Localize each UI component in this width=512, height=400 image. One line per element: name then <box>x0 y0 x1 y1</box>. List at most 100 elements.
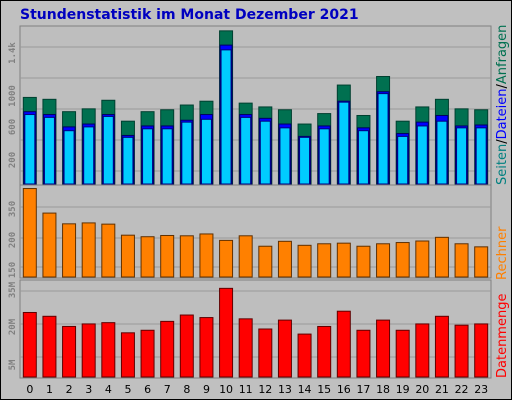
bar-rechner <box>474 246 489 278</box>
bar-rechner <box>120 234 135 278</box>
x-tick-label: 11 <box>239 383 253 396</box>
bar-dateien <box>357 130 369 185</box>
bar-datenmenge <box>238 318 253 378</box>
bar-rechner <box>297 244 312 278</box>
bar-datenmenge <box>42 315 57 378</box>
bar-dateien <box>299 136 311 185</box>
bar-dateien <box>161 128 173 185</box>
x-tick-label: 16 <box>337 383 351 396</box>
x-tick-label: 7 <box>164 383 171 396</box>
bar-dateien <box>220 49 232 185</box>
bar-dateien <box>416 125 428 185</box>
bar-dateien <box>240 116 252 185</box>
bottom-y-tick-label: 5M <box>8 359 18 370</box>
bar-datenmenge <box>356 329 371 378</box>
bar-datenmenge <box>22 311 37 378</box>
bar-rechner <box>140 236 155 278</box>
bar-rechner <box>62 223 77 278</box>
bar-dateien <box>122 136 134 185</box>
x-tick-label: 21 <box>435 383 449 396</box>
x-tick-label: 6 <box>144 383 151 396</box>
legend-anfragen: Anfragen <box>495 25 510 85</box>
bar-datenmenge <box>297 333 312 378</box>
bar-datenmenge <box>101 322 116 378</box>
bar-rechner <box>101 223 116 278</box>
x-tick-label: 23 <box>474 383 488 396</box>
bar-datenmenge <box>160 320 175 378</box>
bar-dateien <box>24 114 36 185</box>
bar-rechner <box>336 242 351 278</box>
bar-datenmenge <box>179 314 194 378</box>
legend-dateien: Dateien <box>495 88 510 139</box>
bar-datenmenge <box>81 323 96 378</box>
top-y-tick-label: 200 <box>8 152 18 168</box>
bar-dateien <box>377 93 389 185</box>
x-tick-label: 4 <box>105 383 112 396</box>
x-tick-label: 22 <box>455 383 469 396</box>
x-tick-label: 13 <box>278 383 292 396</box>
bar-dateien <box>259 120 271 185</box>
bar-dateien <box>102 115 114 185</box>
bottom-y-tick-label: 20M <box>8 318 18 335</box>
bar-datenmenge <box>62 325 77 378</box>
bar-dateien <box>279 127 291 185</box>
legend-top: Seiten/Dateien/Anfragen <box>495 25 510 185</box>
bar-rechner <box>199 233 214 278</box>
x-tick-label: 14 <box>298 383 312 396</box>
bar-rechner <box>238 235 253 278</box>
bar-rechner <box>454 243 469 278</box>
bar-rechner <box>81 222 96 278</box>
bar-rechner <box>42 212 57 278</box>
top-y-tick-label: 1.4k <box>8 42 18 64</box>
bar-rechner <box>395 242 410 278</box>
chart-title: Stundenstatistik im Monat Dezember 2021 <box>20 7 359 23</box>
legend-rechner: Rechner <box>495 226 510 280</box>
bar-datenmenge <box>336 310 351 378</box>
bar-dateien <box>142 128 154 185</box>
bar-rechner <box>258 245 273 278</box>
x-tick-label: 5 <box>124 383 131 396</box>
bar-rechner <box>415 240 430 278</box>
bar-dateien <box>436 120 448 185</box>
bar-datenmenge <box>258 328 273 378</box>
bar-dateien <box>63 130 75 185</box>
x-tick-label: 8 <box>183 383 190 396</box>
bar-dateien <box>456 127 468 185</box>
bar-dateien <box>43 116 55 185</box>
bar-rechner <box>277 240 292 278</box>
bottom-plot-area <box>19 279 492 379</box>
middle-plot-area <box>19 184 492 279</box>
bar-datenmenge <box>376 319 391 378</box>
middle-y-tick-label: 150 <box>8 262 18 278</box>
top-y-tick-label: 1000 <box>8 85 18 107</box>
middle-y-tick-label: 350 <box>8 201 18 217</box>
x-tick-label: 3 <box>85 383 92 396</box>
top-y-tick-label: 600 <box>8 119 18 135</box>
x-tick-label: 19 <box>396 383 410 396</box>
x-tick-label: 1 <box>46 383 53 396</box>
bar-rechner <box>160 234 175 278</box>
bar-datenmenge <box>277 319 292 378</box>
bar-datenmenge <box>454 324 469 378</box>
bar-datenmenge <box>140 329 155 378</box>
bar-datenmenge <box>434 315 449 378</box>
x-tick-label: 0 <box>26 383 33 396</box>
bar-dateien <box>475 127 487 185</box>
x-tick-label: 18 <box>376 383 390 396</box>
bar-rechner <box>376 243 391 278</box>
bar-rechner <box>434 236 449 278</box>
legend-seiten: Seiten <box>495 144 510 185</box>
bar-datenmenge <box>219 287 234 378</box>
bar-datenmenge <box>415 323 430 378</box>
x-tick-label: 15 <box>317 383 331 396</box>
bar-dateien <box>83 126 95 185</box>
x-tick-label: 10 <box>219 383 233 396</box>
x-tick-label: 17 <box>356 383 370 396</box>
bar-datenmenge <box>120 332 135 378</box>
top-plot-area <box>19 25 492 186</box>
x-tick-label: 12 <box>258 383 272 396</box>
bar-dateien <box>338 101 350 185</box>
bar-datenmenge <box>395 329 410 378</box>
bar-rechner <box>219 239 234 278</box>
